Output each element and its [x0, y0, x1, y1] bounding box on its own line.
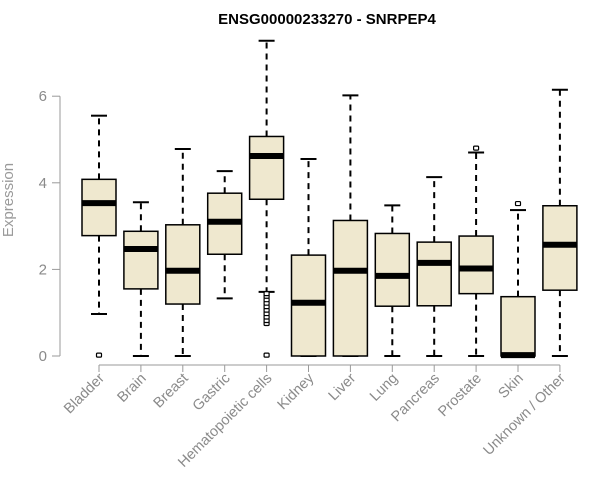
outlier-point — [473, 145, 480, 151]
box-lung — [374, 204, 411, 357]
x-tick-label: Liver — [326, 370, 360, 404]
box-breast — [165, 148, 201, 357]
x-tick-label: Bladder — [61, 370, 108, 417]
iqr-box — [248, 135, 285, 201]
iqr-box — [123, 230, 159, 290]
x-tick-label: Brain — [114, 371, 149, 406]
box-hematopoietic-cells — [248, 39, 285, 358]
x-tick-label: Lung — [367, 371, 401, 405]
x-tick-label: Breast — [151, 371, 192, 412]
boxes — [81, 39, 578, 359]
y-tick-label: 4 — [39, 175, 47, 192]
iqr-box — [165, 224, 201, 305]
outlier-point — [263, 352, 270, 358]
iqr-box — [374, 232, 411, 307]
y-axis: 0 2 4 6 — [39, 88, 61, 365]
box-bladder — [81, 114, 117, 358]
box-unknown-other — [542, 88, 578, 357]
iqr-box — [332, 219, 369, 357]
x-tick-label: Kidney — [275, 370, 318, 413]
box-gastric — [206, 170, 243, 300]
y-axis-label: Expression — [0, 163, 17, 237]
box-liver — [332, 94, 369, 357]
outlier-point — [514, 200, 522, 207]
iqr-box — [500, 295, 536, 357]
iqr-box — [458, 235, 494, 295]
outlier-point — [95, 352, 103, 358]
box-prostate — [458, 145, 494, 357]
box-brain — [123, 201, 159, 357]
x-tick-label: Skin — [496, 371, 527, 402]
box-pancreas — [416, 176, 452, 357]
box-skin — [500, 200, 536, 359]
iqr-box — [81, 178, 117, 237]
x-tick-label: Prostate — [435, 371, 484, 420]
outlier-point — [263, 291, 270, 297]
iqr-box — [542, 204, 578, 291]
iqr-box — [416, 241, 452, 307]
chart-title: ENSG00000233270 - SNRPEP4 — [218, 11, 436, 28]
y-tick-label: 6 — [39, 88, 47, 105]
y-tick-label: 2 — [39, 261, 47, 278]
y-tick-label: 0 — [39, 348, 47, 365]
box-kidney — [290, 157, 327, 357]
